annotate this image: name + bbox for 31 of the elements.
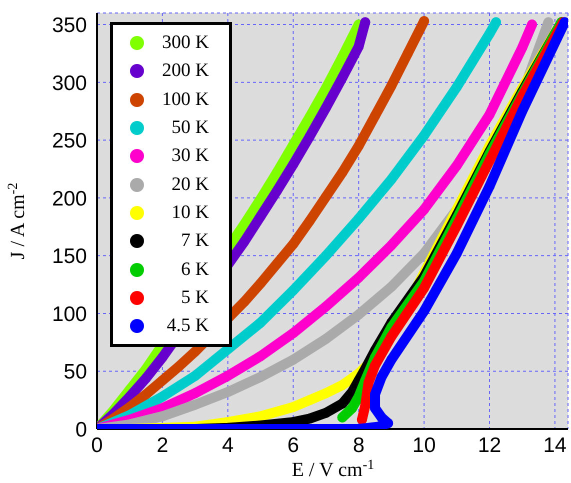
x-tick-label: 12 <box>478 434 502 457</box>
x-tick-label: 0 <box>91 434 103 457</box>
legend-label: 6 K <box>180 258 209 281</box>
x-tick-label: 10 <box>412 434 436 457</box>
x-axis-title: E / V cm$^{-1}$ <box>292 458 374 481</box>
legend-label: 20 K <box>170 174 209 196</box>
y-tick-label: 300 <box>52 72 87 95</box>
legend-label: 30 K <box>170 145 209 168</box>
y-tick-label: 350 <box>52 14 87 38</box>
legend-label: 10 K <box>170 202 209 224</box>
x-tick-label: 6 <box>287 434 300 457</box>
point <box>491 17 502 28</box>
x-tick-label: 14 <box>543 434 567 457</box>
y-tick-label: 50 <box>64 360 87 384</box>
legend-label: 200 K <box>161 60 209 82</box>
legend-label: 50 K <box>170 117 209 140</box>
legend-label: 4.5 K <box>166 315 209 338</box>
legend-label: 5 K <box>180 286 209 309</box>
point <box>337 412 348 422</box>
y-tick-label: 100 <box>52 302 87 326</box>
x-tick-label: 4 <box>222 434 234 457</box>
point <box>419 16 430 26</box>
y-tick-label: 150 <box>52 245 87 268</box>
legend-label: 300 K <box>161 32 209 54</box>
x-tick-label: 8 <box>352 434 365 457</box>
y-tick-label: 250 <box>52 130 87 153</box>
y-tick-label: 200 <box>52 187 87 210</box>
y-tick-label: 0 <box>75 418 87 442</box>
legend-label: 7 K <box>180 230 209 252</box>
x-tick-label: 2 <box>156 434 168 457</box>
legend-label: 100 K <box>161 88 209 111</box>
